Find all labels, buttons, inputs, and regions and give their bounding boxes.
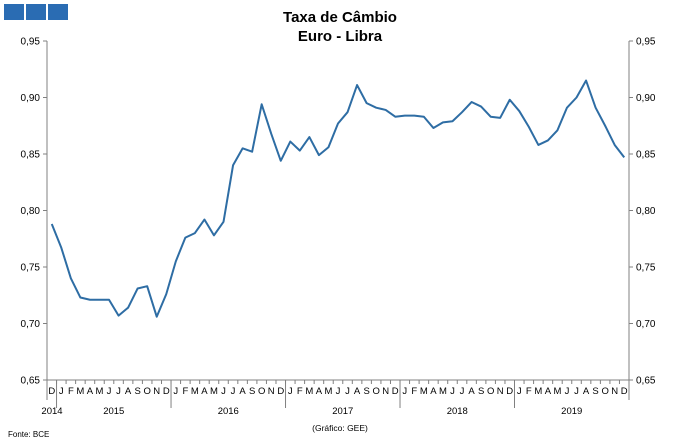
x-tick-label: A bbox=[239, 386, 246, 397]
x-tick-label: A bbox=[545, 386, 552, 397]
x-tick-label: N bbox=[382, 386, 389, 397]
x-tick-label: F bbox=[297, 386, 303, 397]
x-tick-label: J bbox=[336, 386, 341, 397]
x-tick-label: A bbox=[468, 386, 475, 397]
x-tick-label: N bbox=[268, 386, 275, 397]
x-tick-label: F bbox=[182, 386, 188, 397]
x-tick-label: J bbox=[116, 386, 121, 397]
x-tick-label: O bbox=[258, 386, 265, 397]
x-tick-label: O bbox=[143, 386, 150, 397]
x-tick-label: O bbox=[487, 386, 494, 397]
x-tick-label: J bbox=[221, 386, 226, 397]
x-tick-label: S bbox=[363, 386, 369, 397]
x-tick-label: M bbox=[439, 386, 447, 397]
x-tick-label: S bbox=[134, 386, 140, 397]
x-tick-label: J bbox=[565, 386, 570, 397]
x-axis-years: 2014 2015 2016 2017 2018 2019 bbox=[41, 380, 582, 417]
x-tick-label: J bbox=[59, 386, 64, 397]
x-tick-label: J bbox=[402, 386, 407, 397]
y-tick-label: 0,85 bbox=[21, 150, 41, 161]
chart-subtitle: Euro - Libra bbox=[297, 28, 383, 45]
x-tick-label: D bbox=[506, 386, 513, 397]
x-tick-label: A bbox=[125, 386, 132, 397]
x-tick-label: J bbox=[107, 386, 112, 397]
y-tick-label: 0,90 bbox=[636, 93, 656, 104]
x-tick-label: J bbox=[173, 386, 178, 397]
x-tick-label: A bbox=[201, 386, 208, 397]
x-tick-label: F bbox=[68, 386, 74, 397]
x-tick-label: D bbox=[163, 386, 170, 397]
x-tick-label: M bbox=[305, 386, 313, 397]
x-tick-label: A bbox=[354, 386, 361, 397]
x-tick-label: F bbox=[411, 386, 417, 397]
y-tick-label: 0,85 bbox=[636, 150, 656, 161]
x-tick-label: D bbox=[48, 386, 55, 397]
y-tick-label: 0,75 bbox=[636, 263, 656, 274]
logo-block bbox=[48, 4, 68, 20]
chart-title-block: Taxa de Câmbio Euro - Libra bbox=[0, 8, 680, 46]
source-note: Fonte: BCE bbox=[8, 430, 49, 439]
x-tick-label: M bbox=[420, 386, 428, 397]
x-tick-label: J bbox=[288, 386, 293, 397]
series-group bbox=[50, 79, 626, 318]
x-tick-label: A bbox=[87, 386, 94, 397]
chart-axes bbox=[46, 41, 630, 400]
credit-note: (Gráfico: GEE) bbox=[312, 423, 368, 433]
x-tick-label: S bbox=[592, 386, 598, 397]
logo-block bbox=[26, 4, 46, 20]
y-tick-label: 0,90 bbox=[21, 93, 41, 104]
x-tick-label: M bbox=[534, 386, 542, 397]
chart-title: Taxa de Câmbio bbox=[283, 9, 397, 26]
y-axis-right: 0,95 0,90 0,85 0,80 0,75 0,70 0,65 bbox=[629, 37, 656, 387]
y-tick-label: 0,65 bbox=[636, 376, 656, 387]
x-tick-label: O bbox=[601, 386, 608, 397]
x-tick-label: J bbox=[517, 386, 522, 397]
x-tick-label: S bbox=[249, 386, 255, 397]
x-tick-label: F bbox=[526, 386, 532, 397]
series-line bbox=[50, 79, 626, 318]
x-tick-label: M bbox=[96, 386, 104, 397]
x-tick-label: N bbox=[153, 386, 160, 397]
year-label: 2014 bbox=[41, 406, 62, 417]
x-tick-label: M bbox=[76, 386, 84, 397]
logo bbox=[4, 4, 68, 20]
x-tick-label: J bbox=[450, 386, 455, 397]
x-tick-label: O bbox=[372, 386, 379, 397]
x-tick-label: D bbox=[621, 386, 628, 397]
x-tick-label: M bbox=[210, 386, 218, 397]
x-tick-label: M bbox=[191, 386, 199, 397]
x-tick-label: S bbox=[478, 386, 484, 397]
x-tick-label: J bbox=[460, 386, 465, 397]
y-tick-label: 0,70 bbox=[636, 319, 656, 330]
y-tick-label: 0,70 bbox=[21, 319, 41, 330]
x-tick-label: D bbox=[392, 386, 399, 397]
logo-block bbox=[4, 4, 24, 20]
x-tick-label: M bbox=[324, 386, 332, 397]
y-tick-label: 0,65 bbox=[21, 376, 41, 387]
year-label: 2018 bbox=[447, 406, 468, 417]
x-tick-label: J bbox=[345, 386, 350, 397]
x-tick-label: A bbox=[583, 386, 590, 397]
year-label: 2019 bbox=[561, 406, 582, 417]
y-tick-label: 0,75 bbox=[21, 263, 41, 274]
x-tick-label: M bbox=[553, 386, 561, 397]
x-tick-label: N bbox=[611, 386, 618, 397]
x-tick-label: A bbox=[316, 386, 323, 397]
y-axis-left: 0,95 0,90 0,85 0,80 0,75 0,70 0,65 bbox=[21, 37, 47, 387]
y-tick-label: 0,80 bbox=[21, 206, 41, 217]
y-tick-label: 0,80 bbox=[636, 206, 656, 217]
year-label: 2016 bbox=[218, 406, 239, 417]
x-tick-label: D bbox=[277, 386, 284, 397]
y-tick-label: 0,95 bbox=[636, 37, 656, 48]
x-tick-label: N bbox=[497, 386, 504, 397]
x-tick-label: A bbox=[430, 386, 437, 397]
x-tick-label: J bbox=[574, 386, 579, 397]
year-label: 2017 bbox=[332, 406, 353, 417]
y-tick-label: 0,95 bbox=[21, 37, 41, 48]
year-label: 2015 bbox=[103, 406, 124, 417]
x-tick-label: J bbox=[231, 386, 236, 397]
